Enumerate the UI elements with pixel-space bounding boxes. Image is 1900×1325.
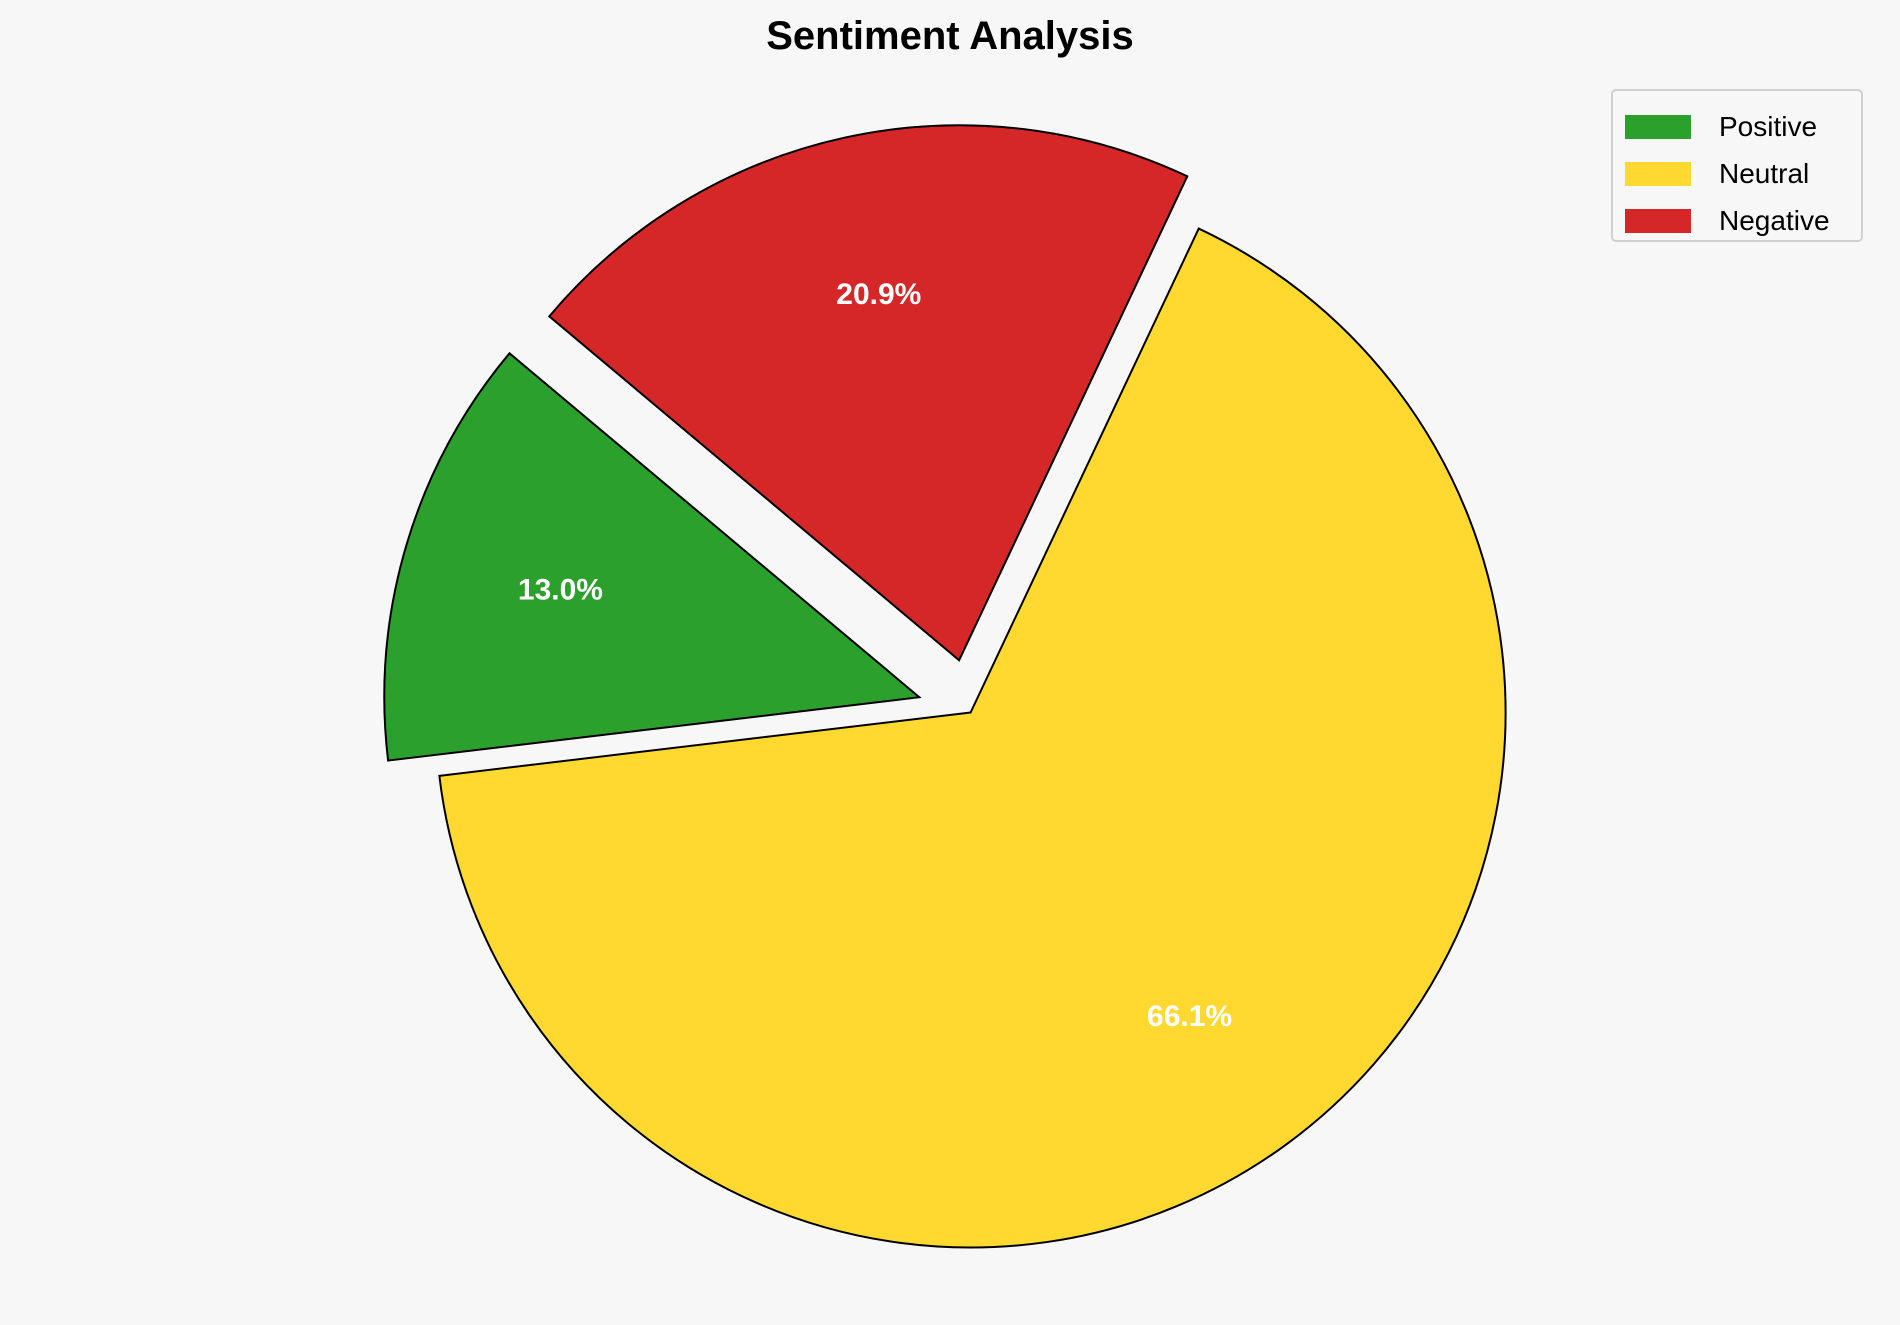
pie-label-negative: 20.9%: [836, 278, 921, 311]
legend-item-positive: Positive: [1625, 103, 1861, 150]
pie-slice-neutral: [438, 227, 1507, 1249]
pie-slice-positive: [383, 351, 922, 762]
pie-label-neutral: 66.1%: [1147, 1000, 1232, 1033]
legend: Positive Neutral Negative: [1611, 89, 1863, 242]
chart-title: Sentiment Analysis: [766, 14, 1134, 58]
legend-swatch: [1625, 161, 1691, 186]
legend-label: Negative: [1719, 204, 1830, 236]
legend-label: Positive: [1719, 110, 1818, 142]
legend-label: Neutral: [1719, 157, 1810, 189]
pie-slice-negative: [547, 124, 1189, 662]
legend-swatch: [1625, 114, 1691, 139]
legend-swatch: [1625, 208, 1691, 233]
legend-item-neutral: Neutral: [1625, 150, 1861, 197]
pie-label-positive: 13.0%: [518, 574, 603, 607]
legend-item-negative: Negative: [1625, 197, 1861, 244]
